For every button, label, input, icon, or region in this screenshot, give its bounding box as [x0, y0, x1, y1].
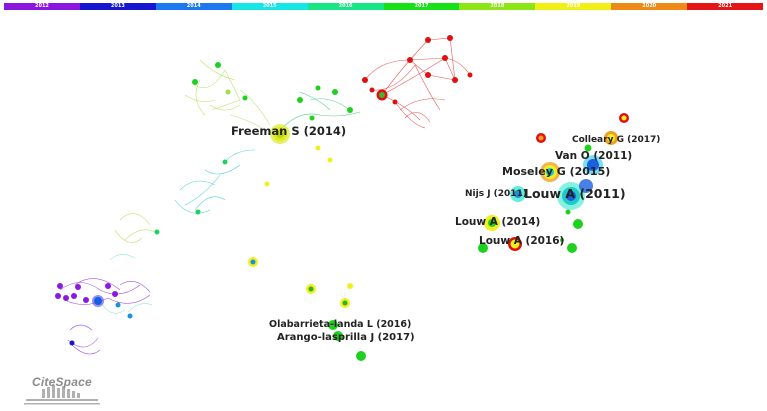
timeline-year-2016: 2016 [307, 3, 384, 10]
node[interactable] [264, 181, 270, 187]
node[interactable] [342, 300, 348, 306]
label-van-o: Van O (2011) [555, 150, 632, 162]
node[interactable] [488, 219, 496, 227]
citespace-logo [24, 385, 100, 405]
timeline-year-2020: 2020 [611, 3, 688, 10]
node[interactable] [362, 77, 368, 83]
node[interactable] [452, 77, 458, 83]
node[interactable] [327, 157, 333, 163]
node[interactable] [83, 297, 89, 303]
node[interactable] [297, 97, 303, 103]
label-louw-2014: Louw A (2014) [455, 216, 540, 228]
node[interactable] [315, 145, 321, 151]
nodes [55, 35, 629, 361]
node[interactable] [75, 284, 81, 290]
node[interactable] [347, 283, 353, 289]
node[interactable] [447, 35, 453, 41]
node[interactable] [579, 179, 593, 193]
node[interactable] [328, 320, 338, 330]
node-labels: Freeman S (2014) Colleary G (2017) Van O… [231, 124, 660, 343]
timeline-year-2021: 2021 [687, 3, 764, 10]
node[interactable] [607, 134, 615, 142]
node[interactable] [222, 159, 228, 165]
node[interactable] [347, 107, 353, 113]
node[interactable] [566, 191, 576, 201]
node[interactable] [407, 57, 413, 63]
links-red-cluster [364, 37, 471, 129]
node[interactable] [514, 190, 522, 198]
node[interactable] [154, 229, 160, 235]
node[interactable] [192, 79, 198, 85]
links-lightgreen-cluster [184, 59, 271, 131]
node[interactable] [546, 168, 554, 176]
node[interactable] [560, 238, 564, 242]
node[interactable] [425, 37, 431, 43]
node[interactable] [369, 87, 375, 93]
node[interactable] [587, 159, 599, 171]
logo-text: CiteSpace [32, 375, 92, 389]
label-arango: Arango-lasprilla J (2017) [277, 332, 415, 343]
timeline-year-2018: 2018 [459, 3, 536, 10]
timeline-year-2019: 2019 [535, 3, 612, 10]
node[interactable] [276, 130, 284, 138]
node[interactable] [442, 55, 448, 61]
timeline-year-2015: 2015 [231, 3, 308, 10]
label-freeman: Freeman S (2014) [231, 124, 346, 138]
node[interactable] [565, 209, 571, 215]
links-olive-cluster [114, 213, 156, 243]
node[interactable] [250, 259, 256, 265]
node[interactable] [55, 293, 61, 299]
links-green-cluster [281, 91, 361, 129]
node[interactable] [71, 293, 77, 299]
node[interactable] [392, 99, 398, 105]
node[interactable] [425, 72, 431, 78]
node[interactable] [478, 243, 488, 253]
node[interactable] [332, 89, 338, 95]
node[interactable] [112, 291, 118, 297]
node[interactable] [308, 286, 314, 292]
node[interactable] [105, 283, 111, 289]
node[interactable] [467, 72, 473, 78]
node[interactable] [333, 331, 343, 341]
node[interactable] [379, 92, 385, 98]
node[interactable] [57, 283, 63, 289]
node[interactable] [538, 135, 544, 141]
node[interactable] [63, 295, 69, 301]
node[interactable] [309, 115, 315, 121]
node[interactable] [356, 351, 366, 361]
links-cyan-cluster [174, 149, 256, 214]
node[interactable] [215, 62, 221, 68]
node[interactable] [115, 302, 121, 308]
node[interactable] [195, 209, 201, 215]
timeline-year-2012: 2012 [4, 3, 80, 10]
timeline-legend: 2012 2013 2014 2015 2016 2017 2018 2019 2020 2021 [4, 3, 764, 10]
node[interactable] [94, 297, 102, 305]
label-moseley: Moseley G (2015) [502, 165, 610, 178]
node[interactable] [510, 239, 520, 249]
timeline-year-2013: 2013 [79, 3, 156, 10]
label-louw-2016: Louw A (2016) [479, 235, 564, 247]
node[interactable] [225, 89, 231, 95]
label-nijs: Nijs J (2011) [465, 189, 527, 199]
node[interactable] [127, 313, 133, 319]
node[interactable] [242, 95, 248, 101]
node[interactable] [584, 144, 592, 152]
node[interactable] [315, 85, 321, 91]
node[interactable] [69, 340, 75, 346]
label-olabarrieta: Olabarrieta-landa L (2016) [269, 319, 411, 330]
node[interactable] [573, 219, 583, 229]
label-louw-2011: Louw A (2011) [524, 186, 626, 201]
node[interactable] [621, 115, 627, 121]
label-colleary: Colleary G (2017) [572, 135, 660, 145]
node[interactable] [567, 243, 577, 253]
timeline-year-2014: 2014 [155, 3, 232, 10]
timeline-year-2017: 2017 [383, 3, 460, 10]
